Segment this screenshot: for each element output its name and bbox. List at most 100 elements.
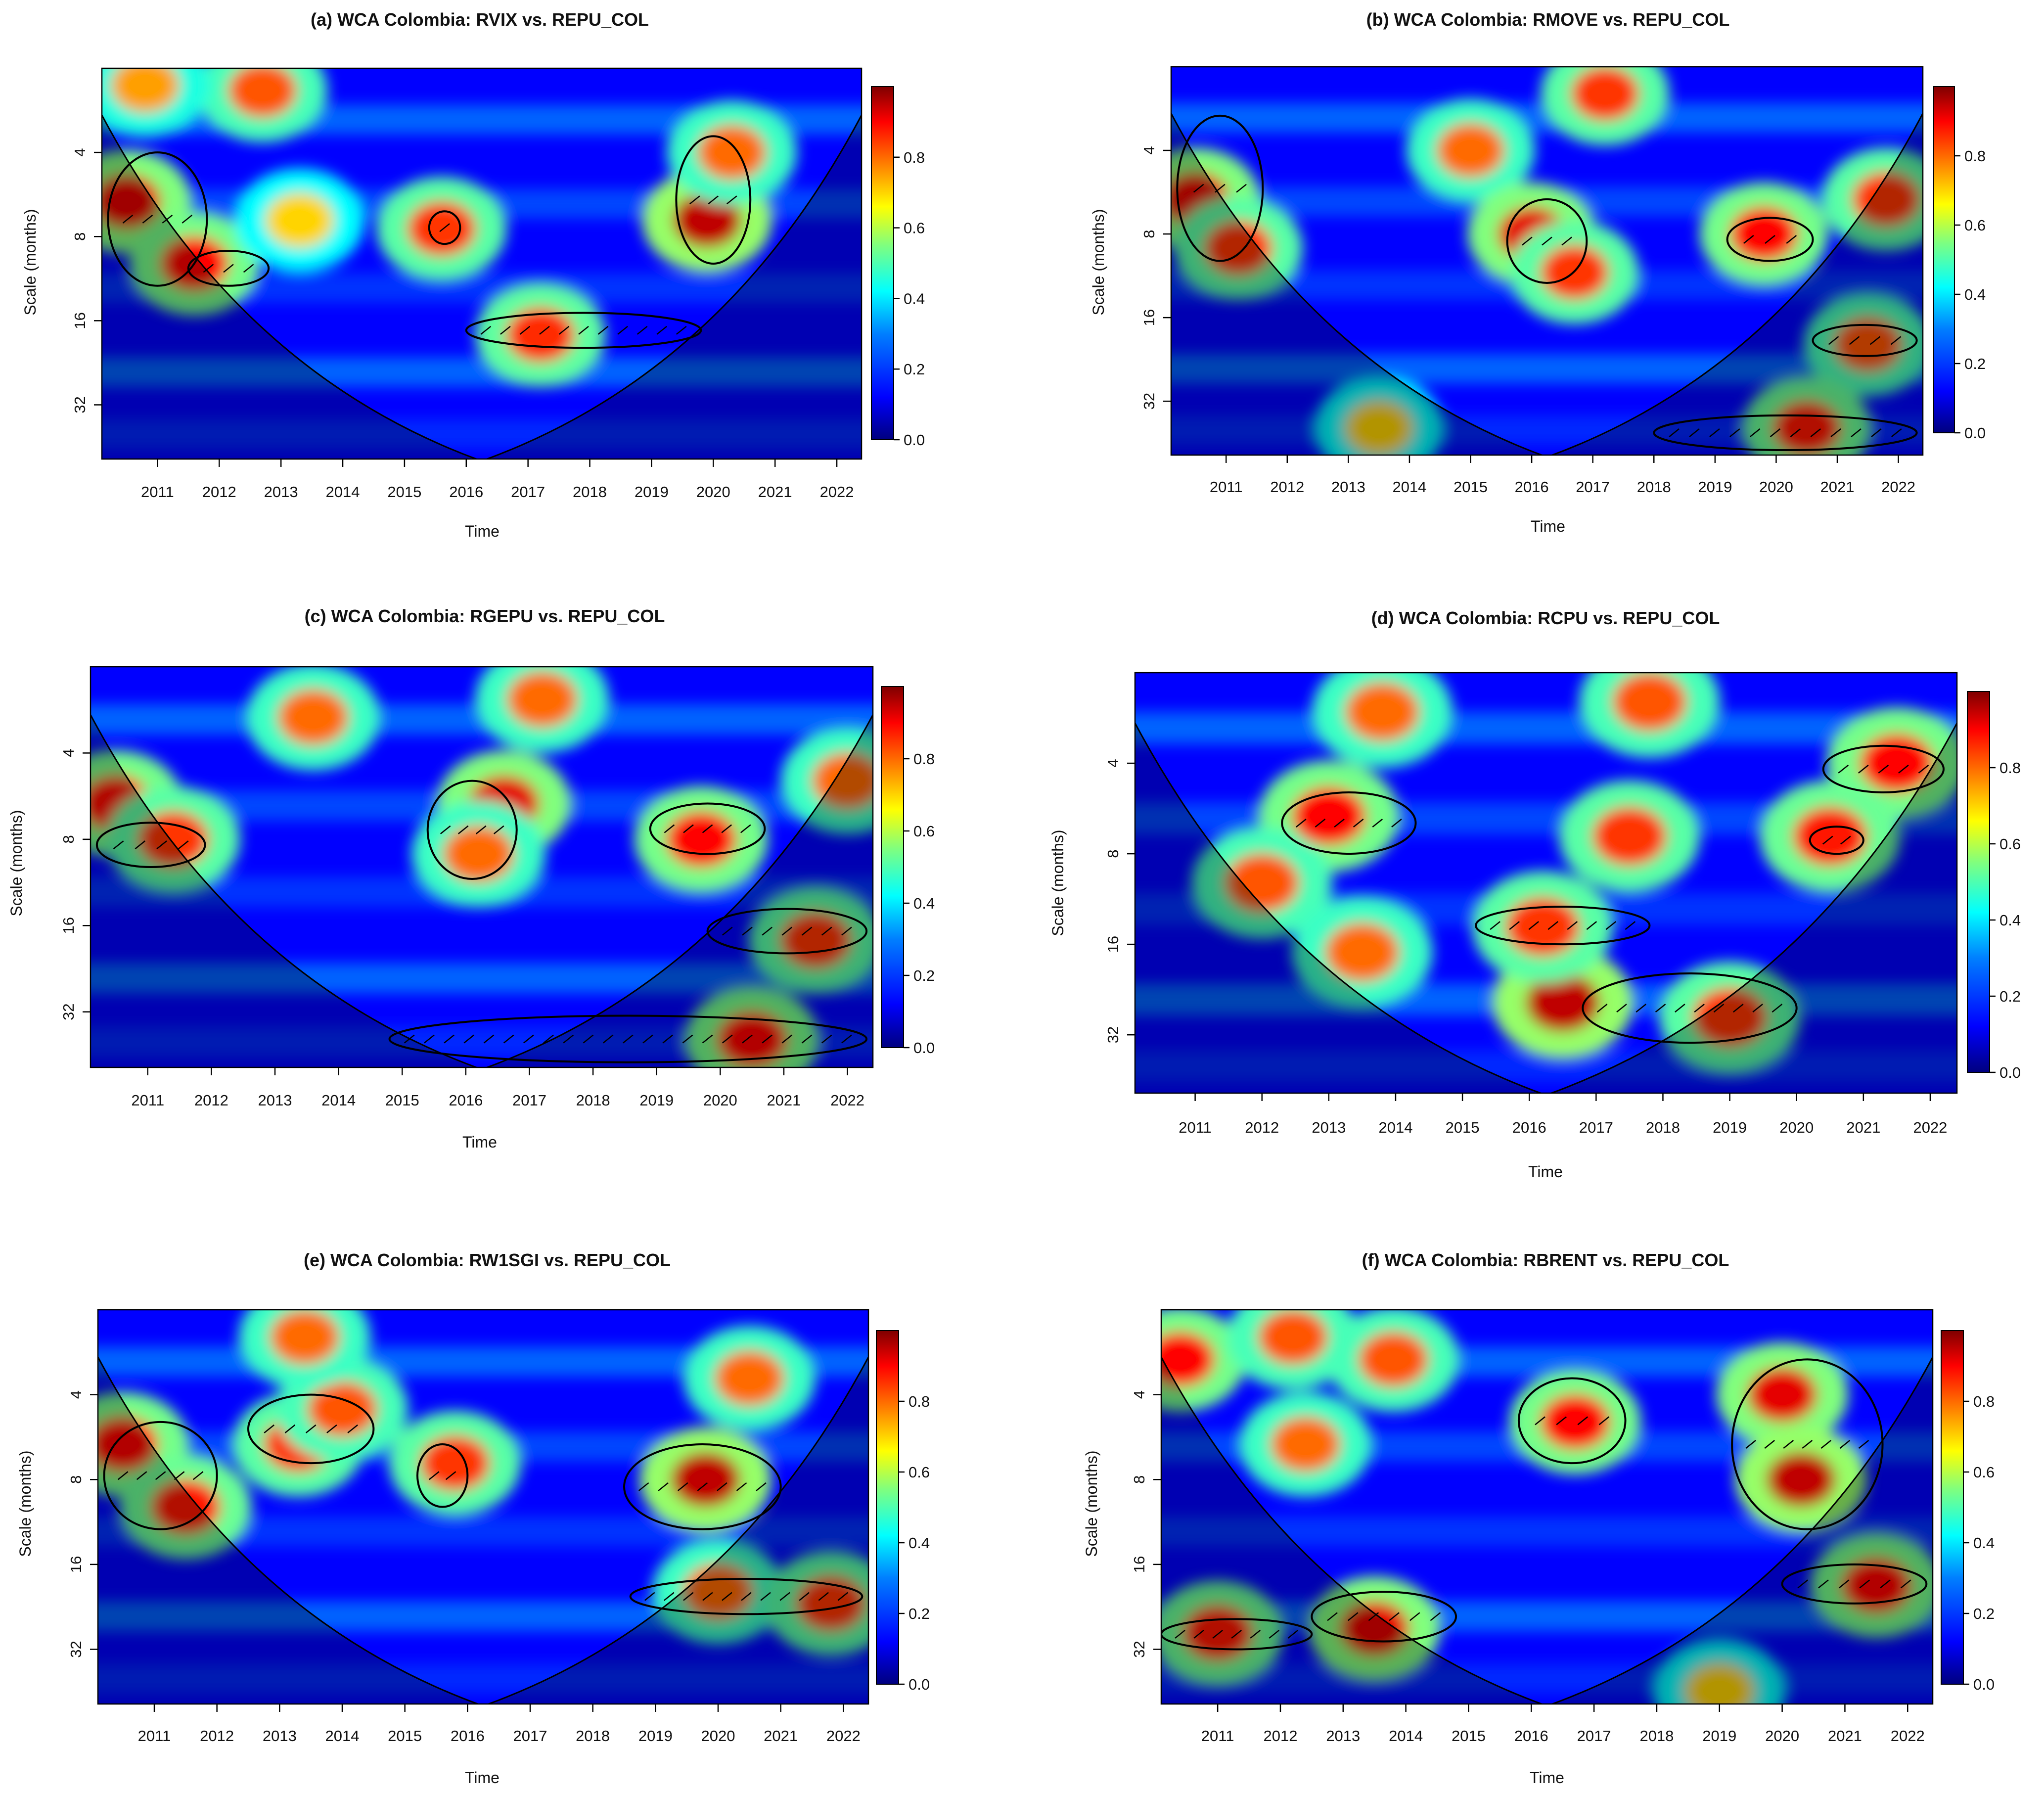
- phase-arrow: [702, 824, 713, 833]
- phase-arrow: [543, 1034, 554, 1044]
- phase-arrow: [1810, 428, 1821, 437]
- phase-arrow: [1818, 1579, 1829, 1589]
- phase-arrow: [1830, 428, 1841, 437]
- phase-arrow: [1567, 921, 1578, 930]
- phase-arrow: [1528, 921, 1540, 930]
- phase-arrow: [638, 1482, 649, 1491]
- panel-title: (e) WCA Colombia: RW1SGI vs. REPU_COL: [304, 1250, 671, 1270]
- x-tick-label: 2014: [1392, 478, 1426, 496]
- colorbar-tick-label: 0.0: [1964, 424, 1986, 442]
- phase-arrow: [142, 214, 153, 224]
- heatmap-area: 2011 2012 2013 2014 2015 2016 2017 2018 2019 2020…: [71, 67, 925, 501]
- significance-contour: [1281, 791, 1417, 855]
- phase-arrow: [1212, 1629, 1223, 1639]
- x-tick-label: 2012: [1245, 1119, 1279, 1136]
- phase-arrow: [424, 1034, 435, 1044]
- colorbar-tick-label: 0.4: [1964, 286, 1986, 303]
- x-tick-label: 2017: [1579, 1119, 1613, 1136]
- phase-arrow: [1296, 819, 1307, 828]
- x-tick-label: 2019: [635, 483, 669, 501]
- phase-arrow: [1709, 428, 1720, 437]
- coherence-hotspot: [138, 811, 209, 868]
- x-tick-label: 2012: [1263, 1727, 1297, 1745]
- phase-arrow: [1236, 184, 1247, 193]
- phase-arrow: [117, 1471, 129, 1480]
- x-tick-label: 2022: [826, 1727, 861, 1745]
- phase-arrow: [683, 824, 694, 833]
- x-tick-label: 2013: [264, 483, 298, 501]
- significance-contour: [1311, 1591, 1457, 1643]
- coherence-hotspot: [102, 174, 161, 229]
- phase-arrow: [347, 1424, 358, 1433]
- phase-arrow: [1770, 428, 1781, 437]
- colorbar-tick-label: 0.8: [1964, 147, 1986, 165]
- colorbar: [1967, 691, 1990, 1073]
- phase-arrow: [1771, 1004, 1783, 1013]
- colorbar-tick-label: 0.0: [908, 1676, 930, 1693]
- phase-arrow: [457, 825, 469, 834]
- significance-contour: [1822, 744, 1945, 793]
- phase-arrow: [708, 195, 719, 205]
- phase-arrow: [480, 325, 492, 335]
- x-tick-label: 2015: [1452, 1727, 1486, 1745]
- phase-arrow: [1880, 1579, 1891, 1589]
- cone-of-influence-shade: [488, 1310, 868, 1704]
- significance-contour: [675, 135, 752, 265]
- phase-arrow: [1689, 428, 1700, 437]
- coherence-hotspot: [697, 125, 766, 180]
- x-axis-label: Time: [1530, 1769, 1564, 1787]
- colorbar-tick-label: 0.6: [904, 220, 925, 237]
- x-tick-label: 2016: [451, 1727, 485, 1745]
- colorbar-tick-label: 0.2: [1964, 355, 1986, 372]
- coherence-hotspot: [673, 193, 741, 248]
- phase-arrow: [326, 1424, 337, 1433]
- phase-arrow: [1858, 764, 1869, 774]
- colorbar-tick-label: 0.4: [1999, 912, 2021, 929]
- coherence-hotspot: [666, 811, 736, 868]
- y-tick-label: 8: [1104, 849, 1122, 858]
- phase-arrow: [223, 264, 234, 273]
- y-tick-label: 8: [1131, 1475, 1148, 1484]
- coherence-hotspot: [1525, 973, 1600, 1032]
- significance-contour: [1517, 1377, 1627, 1465]
- cone-of-influence-shade: [487, 667, 873, 1067]
- phase-arrow: [1368, 1612, 1379, 1621]
- phase-arrow: [841, 1034, 852, 1044]
- significance-contour: [649, 802, 766, 855]
- coherence-hotspot: [1271, 1417, 1340, 1472]
- x-tick-label: 2015: [387, 483, 421, 501]
- x-tick-label: 2011: [1210, 478, 1243, 496]
- coherence-hotspot: [443, 826, 514, 882]
- cone-of-influence-shade: [1135, 673, 1541, 1093]
- heatmap-area: 2011 2012 2013 2014 2015 2016 2017 2018 2019 2020…: [67, 1309, 930, 1745]
- phase-arrow: [1733, 1004, 1744, 1013]
- phase-arrow: [760, 1592, 771, 1601]
- panel-title: (d) WCA Colombia: RCPU vs. REPU_COL: [1371, 608, 1720, 628]
- plot-frame: [97, 1309, 869, 1705]
- colorbar-tick-label: 0.0: [1973, 1676, 1995, 1693]
- plot-frame: [101, 67, 863, 460]
- phase-arrow: [1577, 1416, 1589, 1426]
- x-tick-label: 2020: [1765, 1727, 1799, 1745]
- x-tick-label: 2011: [1179, 1119, 1212, 1136]
- coherence-hotspot: [1684, 1663, 1754, 1704]
- panel-title: (f) WCA Colombia: RBRENT vs. REPU_COL: [1362, 1250, 1729, 1270]
- phase-arrow: [162, 214, 173, 224]
- phase-arrow: [1598, 1416, 1610, 1426]
- phase-arrow: [1535, 1416, 1545, 1426]
- phase-arrow: [1655, 1004, 1666, 1013]
- colorbar-tick-label: 0.0: [1999, 1064, 2021, 1081]
- x-tick-label: 2019: [638, 1727, 673, 1745]
- phase-arrow: [1839, 1440, 1851, 1449]
- colorbar-tick-label: 0.8: [908, 1393, 930, 1410]
- phase-arrow: [1231, 1629, 1242, 1639]
- colorbar-tick-label: 0.4: [908, 1534, 930, 1552]
- phase-arrow: [642, 1034, 653, 1044]
- significance-contour: [95, 822, 206, 869]
- x-axis-label: Time: [1528, 1163, 1563, 1181]
- coherence-hotspot: [812, 752, 873, 809]
- phase-arrow: [1635, 1004, 1647, 1013]
- coherence-hotspot: [1766, 1452, 1836, 1508]
- significance-contour: [1582, 972, 1798, 1044]
- coherence-hotspot: [1292, 786, 1366, 846]
